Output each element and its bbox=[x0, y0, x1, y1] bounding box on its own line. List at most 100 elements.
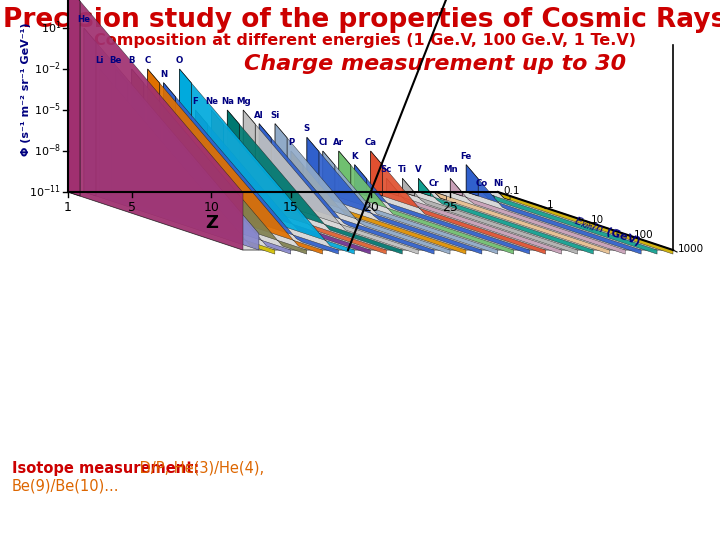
Polygon shape bbox=[179, 69, 192, 196]
Polygon shape bbox=[148, 69, 160, 196]
Text: Isotope measurement:: Isotope measurement: bbox=[12, 461, 199, 476]
Text: 100: 100 bbox=[634, 230, 654, 240]
Text: Al: Al bbox=[254, 111, 264, 120]
Polygon shape bbox=[355, 165, 530, 254]
Text: 20: 20 bbox=[363, 201, 379, 214]
Text: $E_{kin}/n$ (GeV): $E_{kin}/n$ (GeV) bbox=[572, 213, 643, 249]
Text: 1: 1 bbox=[546, 200, 554, 211]
Polygon shape bbox=[259, 124, 434, 254]
Text: F: F bbox=[192, 97, 198, 106]
Text: Cr: Cr bbox=[429, 179, 440, 188]
Text: Mg: Mg bbox=[236, 97, 251, 106]
Text: 1000: 1000 bbox=[678, 244, 704, 254]
Text: P: P bbox=[288, 138, 294, 147]
Polygon shape bbox=[371, 151, 546, 254]
Polygon shape bbox=[434, 192, 446, 200]
Polygon shape bbox=[291, 151, 303, 196]
Polygon shape bbox=[228, 110, 402, 254]
Text: O: O bbox=[176, 56, 183, 65]
Text: Charge measurement up to 30: Charge measurement up to 30 bbox=[244, 54, 626, 74]
Text: Φ (s⁻¹ m⁻² sr⁻¹ GeV⁻¹): Φ (s⁻¹ m⁻² sr⁻¹ GeV⁻¹) bbox=[21, 23, 31, 156]
Text: Z: Z bbox=[205, 214, 217, 232]
Polygon shape bbox=[163, 83, 338, 254]
Text: Precision study of the properties of Cosmic Rays: Precision study of the properties of Cos… bbox=[4, 7, 720, 33]
Text: Cl: Cl bbox=[318, 138, 328, 147]
Text: 1: 1 bbox=[64, 201, 72, 214]
Polygon shape bbox=[307, 137, 482, 254]
Polygon shape bbox=[323, 151, 498, 254]
Text: $10^{1}$: $10^{1}$ bbox=[40, 19, 61, 36]
Polygon shape bbox=[338, 151, 351, 196]
Polygon shape bbox=[243, 110, 418, 254]
Polygon shape bbox=[68, 0, 80, 196]
Polygon shape bbox=[68, 192, 673, 250]
Polygon shape bbox=[482, 192, 657, 254]
Polygon shape bbox=[243, 110, 256, 196]
Polygon shape bbox=[387, 178, 562, 254]
Polygon shape bbox=[212, 110, 387, 254]
Text: $10^{-8}$: $10^{-8}$ bbox=[34, 143, 61, 159]
Text: 15: 15 bbox=[283, 201, 299, 214]
Polygon shape bbox=[132, 69, 307, 254]
Text: Sc: Sc bbox=[381, 165, 392, 174]
Text: 5: 5 bbox=[127, 201, 135, 214]
Polygon shape bbox=[338, 151, 514, 254]
Text: $10^{-2}$: $10^{-2}$ bbox=[34, 60, 61, 77]
Text: Ni: Ni bbox=[493, 179, 503, 188]
Text: N: N bbox=[160, 70, 167, 79]
Polygon shape bbox=[498, 192, 510, 200]
Text: C: C bbox=[145, 56, 150, 65]
Text: Composition at different energies (1 Ge.V, 100 Ge.V, 1 Te.V): Composition at different energies (1 Ge.… bbox=[94, 32, 636, 48]
Polygon shape bbox=[466, 165, 641, 254]
Text: 10: 10 bbox=[203, 201, 220, 214]
Polygon shape bbox=[212, 110, 223, 196]
Text: He: He bbox=[78, 15, 91, 24]
Text: Si: Si bbox=[271, 111, 279, 120]
Polygon shape bbox=[482, 192, 494, 200]
Polygon shape bbox=[434, 192, 609, 254]
Polygon shape bbox=[84, 28, 96, 196]
Polygon shape bbox=[100, 69, 275, 254]
Polygon shape bbox=[68, 0, 243, 250]
Polygon shape bbox=[498, 192, 673, 254]
Polygon shape bbox=[84, 28, 259, 250]
Text: $10^{-11}$: $10^{-11}$ bbox=[29, 184, 61, 200]
Text: 0.1: 0.1 bbox=[503, 186, 520, 196]
Text: 10: 10 bbox=[590, 215, 603, 225]
Text: Na: Na bbox=[221, 97, 234, 106]
Polygon shape bbox=[355, 165, 366, 196]
Polygon shape bbox=[148, 69, 323, 254]
Text: Ne: Ne bbox=[204, 97, 218, 106]
Polygon shape bbox=[450, 178, 462, 196]
Text: Mn: Mn bbox=[443, 165, 457, 174]
Polygon shape bbox=[450, 178, 625, 254]
Polygon shape bbox=[466, 165, 478, 196]
Polygon shape bbox=[418, 178, 593, 254]
Polygon shape bbox=[291, 151, 466, 254]
Text: Co: Co bbox=[476, 179, 488, 188]
Text: 25: 25 bbox=[442, 201, 458, 214]
Polygon shape bbox=[195, 110, 207, 196]
Polygon shape bbox=[275, 124, 450, 254]
Polygon shape bbox=[195, 110, 370, 254]
Text: Ca: Ca bbox=[364, 138, 377, 147]
Polygon shape bbox=[387, 178, 399, 196]
Text: Fe: Fe bbox=[461, 152, 472, 161]
Polygon shape bbox=[259, 124, 271, 196]
Polygon shape bbox=[163, 83, 176, 196]
Polygon shape bbox=[307, 137, 319, 196]
Polygon shape bbox=[228, 110, 239, 196]
Text: V: V bbox=[415, 165, 422, 174]
Polygon shape bbox=[275, 124, 287, 196]
Polygon shape bbox=[132, 69, 144, 196]
Text: $10^{-5}$: $10^{-5}$ bbox=[34, 102, 61, 118]
Polygon shape bbox=[402, 178, 415, 196]
Text: Be(9)/Be(10)...: Be(9)/Be(10)... bbox=[12, 478, 120, 494]
Text: Ar: Ar bbox=[333, 138, 344, 147]
Text: B: B bbox=[128, 56, 135, 65]
Polygon shape bbox=[179, 69, 354, 254]
Polygon shape bbox=[371, 151, 382, 196]
Text: D/P, He(3)/He(4),: D/P, He(3)/He(4), bbox=[135, 461, 264, 476]
Polygon shape bbox=[116, 69, 291, 254]
Polygon shape bbox=[100, 69, 112, 196]
